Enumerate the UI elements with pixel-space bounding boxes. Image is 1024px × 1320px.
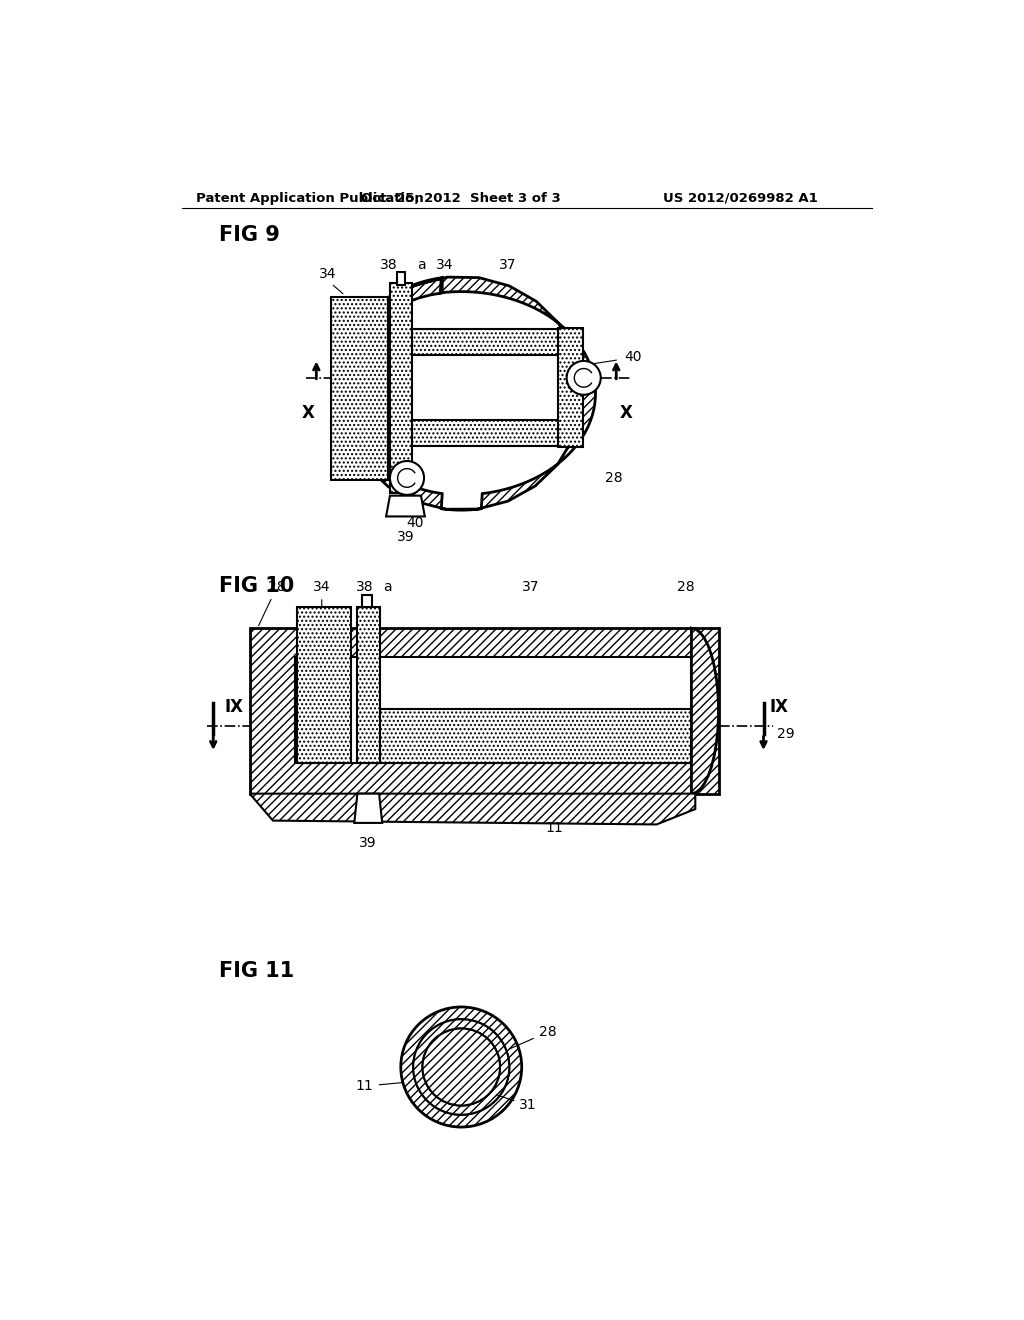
Text: Patent Application Publication: Patent Application Publication bbox=[197, 191, 424, 205]
Text: 40: 40 bbox=[406, 516, 424, 531]
Text: FIG 10: FIG 10 bbox=[219, 576, 295, 595]
Bar bbox=[250, 628, 719, 793]
Text: 40: 40 bbox=[624, 350, 641, 364]
Bar bbox=[413, 330, 560, 355]
Bar bbox=[362, 595, 372, 607]
Polygon shape bbox=[335, 277, 596, 510]
Polygon shape bbox=[691, 628, 719, 793]
Text: 28: 28 bbox=[510, 1026, 556, 1049]
Text: IX: IX bbox=[224, 698, 243, 715]
Text: 34: 34 bbox=[319, 267, 343, 293]
Bar bbox=[331, 297, 388, 480]
Text: 29: 29 bbox=[776, 726, 795, 741]
Bar bbox=[413, 420, 560, 446]
Text: IX: IX bbox=[770, 698, 788, 715]
Polygon shape bbox=[386, 496, 425, 516]
Text: a: a bbox=[383, 581, 392, 594]
Circle shape bbox=[390, 461, 424, 495]
Circle shape bbox=[423, 1028, 500, 1106]
Text: 11: 11 bbox=[546, 821, 563, 834]
Text: 39: 39 bbox=[396, 531, 415, 544]
Text: X: X bbox=[620, 404, 633, 421]
Text: 37: 37 bbox=[499, 257, 516, 272]
Bar bbox=[297, 607, 351, 763]
Text: 11: 11 bbox=[356, 1080, 401, 1093]
Bar bbox=[331, 297, 388, 480]
Bar bbox=[413, 330, 560, 355]
Text: 34: 34 bbox=[313, 581, 331, 626]
Text: Oct. 25, 2012  Sheet 3 of 3: Oct. 25, 2012 Sheet 3 of 3 bbox=[361, 191, 561, 205]
Text: a: a bbox=[417, 257, 425, 272]
Text: 39: 39 bbox=[359, 836, 377, 850]
Bar bbox=[380, 709, 691, 763]
Bar bbox=[380, 709, 691, 763]
Text: FIG 9: FIG 9 bbox=[219, 226, 281, 246]
Text: 28: 28 bbox=[677, 581, 695, 594]
Text: 37: 37 bbox=[522, 581, 540, 594]
Text: 34: 34 bbox=[435, 257, 453, 272]
Bar bbox=[390, 284, 413, 494]
Bar bbox=[356, 607, 380, 763]
Bar bbox=[295, 656, 691, 763]
Bar bbox=[250, 628, 719, 793]
Circle shape bbox=[414, 1019, 509, 1114]
Circle shape bbox=[423, 1028, 500, 1106]
Circle shape bbox=[566, 360, 601, 395]
Bar bbox=[297, 607, 351, 763]
Bar bbox=[558, 327, 583, 447]
Bar bbox=[390, 284, 413, 494]
Text: X: X bbox=[301, 404, 314, 421]
Text: US 2012/0269982 A1: US 2012/0269982 A1 bbox=[663, 191, 817, 205]
Text: 28: 28 bbox=[604, 471, 623, 484]
Bar bbox=[356, 607, 380, 763]
Bar bbox=[413, 420, 560, 446]
Circle shape bbox=[414, 1019, 509, 1114]
Text: 38: 38 bbox=[355, 581, 373, 626]
Polygon shape bbox=[354, 793, 382, 822]
Text: FIG 11: FIG 11 bbox=[219, 961, 295, 981]
Circle shape bbox=[400, 1007, 521, 1127]
Text: 38: 38 bbox=[380, 257, 400, 280]
Text: 28: 28 bbox=[259, 581, 286, 626]
Bar bbox=[558, 327, 583, 447]
Bar bbox=[397, 272, 406, 285]
Polygon shape bbox=[250, 793, 695, 825]
Text: 31: 31 bbox=[497, 1094, 537, 1113]
